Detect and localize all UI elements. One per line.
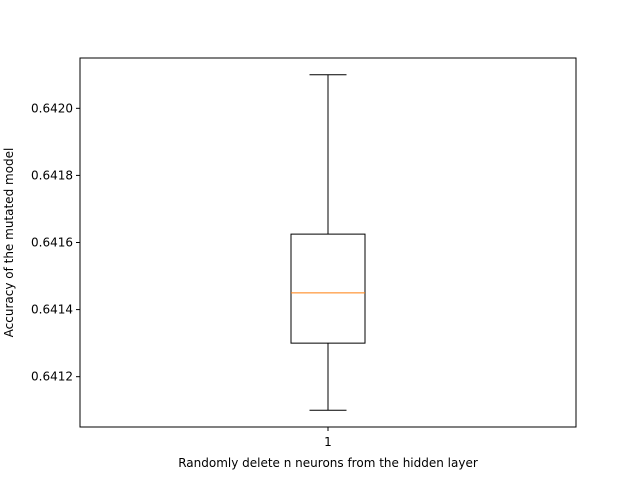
- y-tick-label: 0.6414: [31, 303, 73, 317]
- plot-area-frame: [79, 57, 577, 428]
- y-tick-label: 0.6412: [31, 370, 73, 384]
- x-ticks: 1: [324, 427, 332, 449]
- plot-layer: [290, 74, 366, 411]
- y-tick-label: 0.6420: [31, 101, 73, 115]
- y-axis-label: Accuracy of the mutated model: [2, 148, 16, 338]
- y-tick-label: 0.6416: [31, 236, 73, 250]
- x-tick-label: 1: [324, 435, 332, 449]
- y-ticks: 0.6412 0.6414 0.6416 0.6418 0.6420: [31, 101, 80, 384]
- y-tick-label: 0.6418: [31, 168, 73, 182]
- box-iqr: [290, 233, 366, 344]
- x-axis-label: Randomly delete n neurons from the hidde…: [178, 456, 478, 470]
